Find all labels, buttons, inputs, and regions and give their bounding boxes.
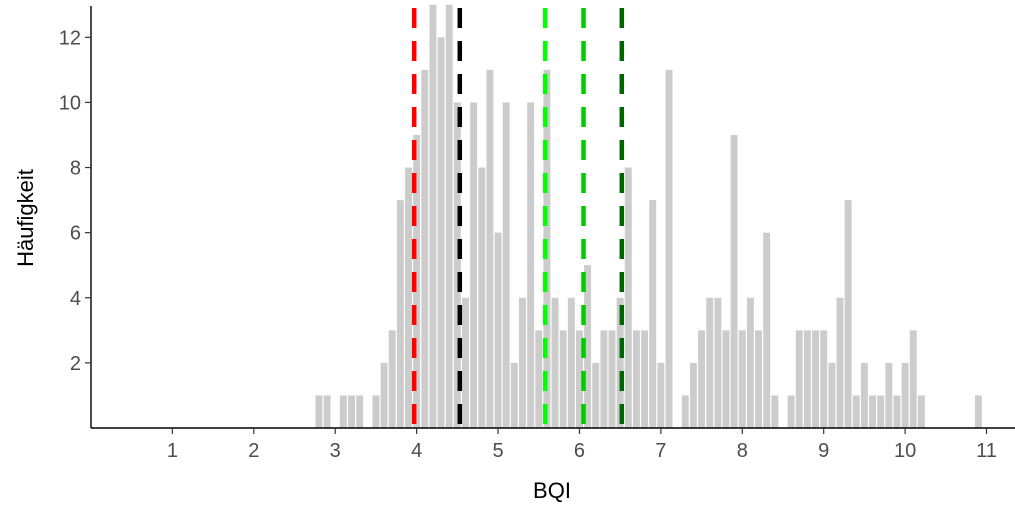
histogram-bar	[698, 330, 706, 428]
histogram-bar	[315, 395, 323, 428]
x-tick-label: 3	[330, 440, 341, 462]
histogram-bar	[486, 69, 494, 429]
x-tick-label: 2	[248, 440, 259, 462]
histogram-bar	[600, 330, 608, 428]
y-tick-label: 6	[70, 223, 81, 245]
x-tick-label: 8	[737, 440, 748, 462]
histogram-bar	[494, 232, 502, 428]
histogram-bar	[771, 395, 779, 428]
histogram-bar	[453, 102, 461, 429]
histogram-bar	[356, 395, 364, 428]
x-axis-ticks: 1 2 3 4 5 6 7 8 9 10 11	[167, 428, 997, 462]
histogram-bar	[901, 362, 909, 428]
histogram-bar	[421, 69, 429, 429]
histogram-bar	[722, 330, 730, 428]
histogram-bars	[315, 4, 982, 429]
histogram-bar	[551, 297, 559, 428]
histogram-bar	[877, 395, 885, 428]
y-tick-label: 8	[70, 158, 81, 180]
y-tick-label: 12	[59, 27, 81, 49]
x-tick-label: 10	[894, 440, 916, 462]
histogram-bar	[575, 330, 583, 428]
histogram-bar	[828, 362, 836, 428]
histogram-bar	[519, 297, 526, 428]
histogram-bar	[470, 102, 478, 429]
histogram-bar	[478, 167, 486, 428]
histogram-bar	[405, 167, 412, 428]
histogram-bar	[649, 200, 657, 428]
histogram-bar	[396, 200, 404, 428]
histogram-bar	[535, 330, 543, 428]
histogram-bar	[437, 37, 445, 429]
histogram-bar	[738, 330, 746, 428]
histogram-bar	[388, 330, 396, 428]
histogram-bar	[787, 395, 795, 428]
histogram-bar	[413, 134, 421, 429]
x-tick-label: 5	[492, 440, 503, 462]
histogram-bar	[909, 330, 917, 428]
y-tick-label: 10	[59, 92, 81, 114]
histogram-bar	[885, 362, 893, 428]
histogram-bar	[869, 395, 876, 428]
histogram-bar	[763, 232, 771, 428]
histogram-bar	[502, 102, 510, 429]
x-tick-label: 1	[167, 440, 178, 462]
histogram-bar	[372, 395, 380, 428]
histogram-bar	[584, 265, 592, 428]
y-tick-label: 2	[70, 353, 81, 375]
histogram-bar	[380, 362, 388, 428]
histogram-bar	[429, 4, 437, 429]
histogram-bar	[681, 395, 689, 428]
x-axis-title: BQI	[533, 478, 571, 503]
histogram-bar	[820, 330, 828, 428]
x-tick-label: 7	[655, 440, 666, 462]
histogram-bar	[893, 395, 901, 428]
histogram-bar	[795, 330, 803, 428]
histogram-bar	[510, 362, 518, 428]
histogram-bar	[339, 395, 347, 428]
histogram-bar	[348, 395, 355, 428]
histogram-bar	[608, 330, 616, 428]
histogram-bar	[812, 330, 820, 428]
y-axis-ticks: 2 4 6 8 10 12	[59, 27, 91, 375]
histogram-bar	[641, 330, 649, 428]
histogram-bar	[559, 330, 567, 428]
x-tick-label: 4	[411, 440, 422, 462]
histogram-bar	[730, 134, 738, 429]
histogram-bar	[803, 330, 811, 428]
histogram-bar	[567, 297, 575, 428]
x-tick-label: 6	[574, 440, 585, 462]
histogram-bar	[657, 362, 665, 428]
histogram-bar	[706, 297, 714, 428]
histogram-bar	[917, 395, 925, 428]
histogram-bar	[860, 362, 868, 428]
histogram-bar	[852, 395, 860, 428]
histogram-bar	[616, 297, 624, 428]
histogram-bar	[755, 330, 763, 428]
x-tick-label: 9	[818, 440, 829, 462]
histogram-bar	[844, 200, 852, 428]
histogram-bar	[714, 297, 722, 428]
histogram-bar	[746, 297, 754, 428]
y-tick-label: 4	[70, 288, 81, 310]
y-axis-title: Häufigkeit	[13, 169, 38, 267]
histogram-bar	[592, 362, 600, 428]
histogram-bar	[323, 395, 331, 428]
x-tick-label: 11	[976, 440, 997, 462]
reference-lines	[411, 8, 625, 428]
histogram-bar	[689, 362, 697, 428]
histogram-bar	[527, 102, 535, 429]
histogram-bar	[632, 330, 640, 428]
histogram-bar	[836, 297, 844, 428]
histogram-bar	[974, 395, 982, 428]
histogram-bar	[665, 69, 673, 429]
histogram-bar	[445, 4, 453, 429]
histogram-bar	[624, 167, 632, 428]
histogram-bar	[462, 297, 469, 428]
